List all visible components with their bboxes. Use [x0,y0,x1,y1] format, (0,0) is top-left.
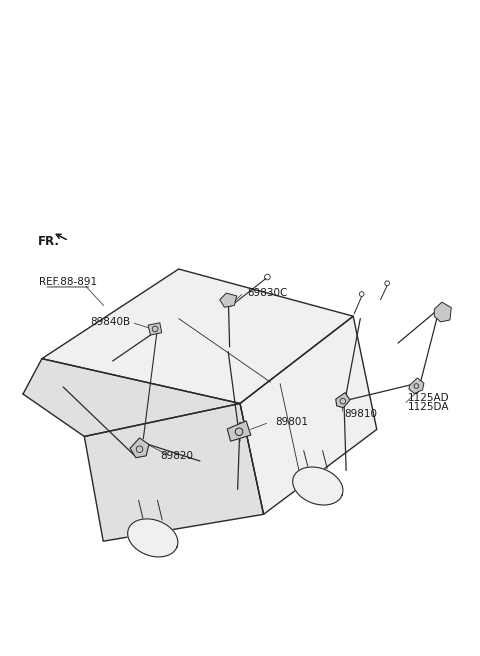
Polygon shape [23,359,240,436]
Text: 89820: 89820 [160,451,193,461]
Polygon shape [434,302,451,322]
Polygon shape [148,323,162,335]
Polygon shape [240,316,377,514]
Polygon shape [336,393,350,408]
Polygon shape [227,421,251,441]
Polygon shape [293,467,343,505]
Text: 89810: 89810 [344,409,377,419]
Text: FR.: FR. [38,236,60,248]
Polygon shape [128,519,178,557]
Text: 1125AD: 1125AD [408,393,449,403]
Text: 89830C: 89830C [247,287,288,298]
Polygon shape [42,269,353,403]
Text: 1125DA: 1125DA [408,402,449,412]
Text: REF.88-891: REF.88-891 [39,277,97,287]
Polygon shape [84,403,264,541]
Polygon shape [130,438,149,458]
Polygon shape [220,293,237,307]
Text: 89840B: 89840B [90,318,131,327]
Polygon shape [409,378,424,394]
Text: 89801: 89801 [276,417,308,427]
